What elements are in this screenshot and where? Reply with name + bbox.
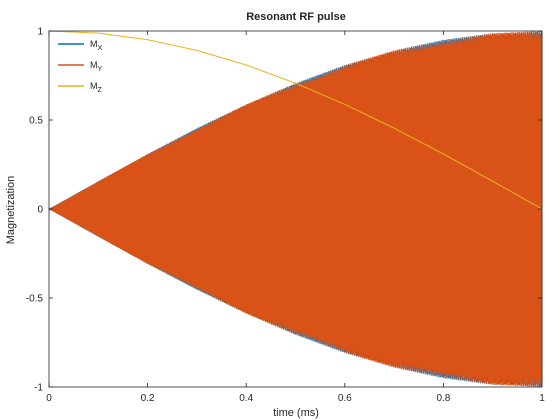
x-tick-label: 0.6: [338, 393, 352, 404]
x-tick-label: 1: [539, 393, 545, 404]
x-axis-title: time (ms): [273, 407, 319, 419]
series-line-my: [48, 31, 543, 387]
y-tick-label: 0.5: [29, 116, 43, 127]
y-tick-label: -1: [34, 383, 43, 394]
series-line-mz: [48, 30, 543, 210]
x-tick-label: 0.4: [239, 393, 253, 404]
x-tick-label: 0: [46, 393, 52, 404]
plot-area: [48, 30, 543, 387]
axes: 0 0.2 0.4 0.6 0.8 1 -1 -0.5 0 0.5 1: [26, 27, 545, 405]
x-tick-label: 0.8: [436, 393, 450, 404]
chart-title: Resonant RF pulse: [246, 11, 346, 23]
y-tick-label: 0: [37, 205, 43, 216]
x-tick-label: 0.2: [141, 393, 155, 404]
y-tick-label: -0.5: [26, 294, 44, 305]
y-axis-title: Magnetization: [5, 176, 17, 245]
y-tick-label: 1: [37, 27, 43, 38]
